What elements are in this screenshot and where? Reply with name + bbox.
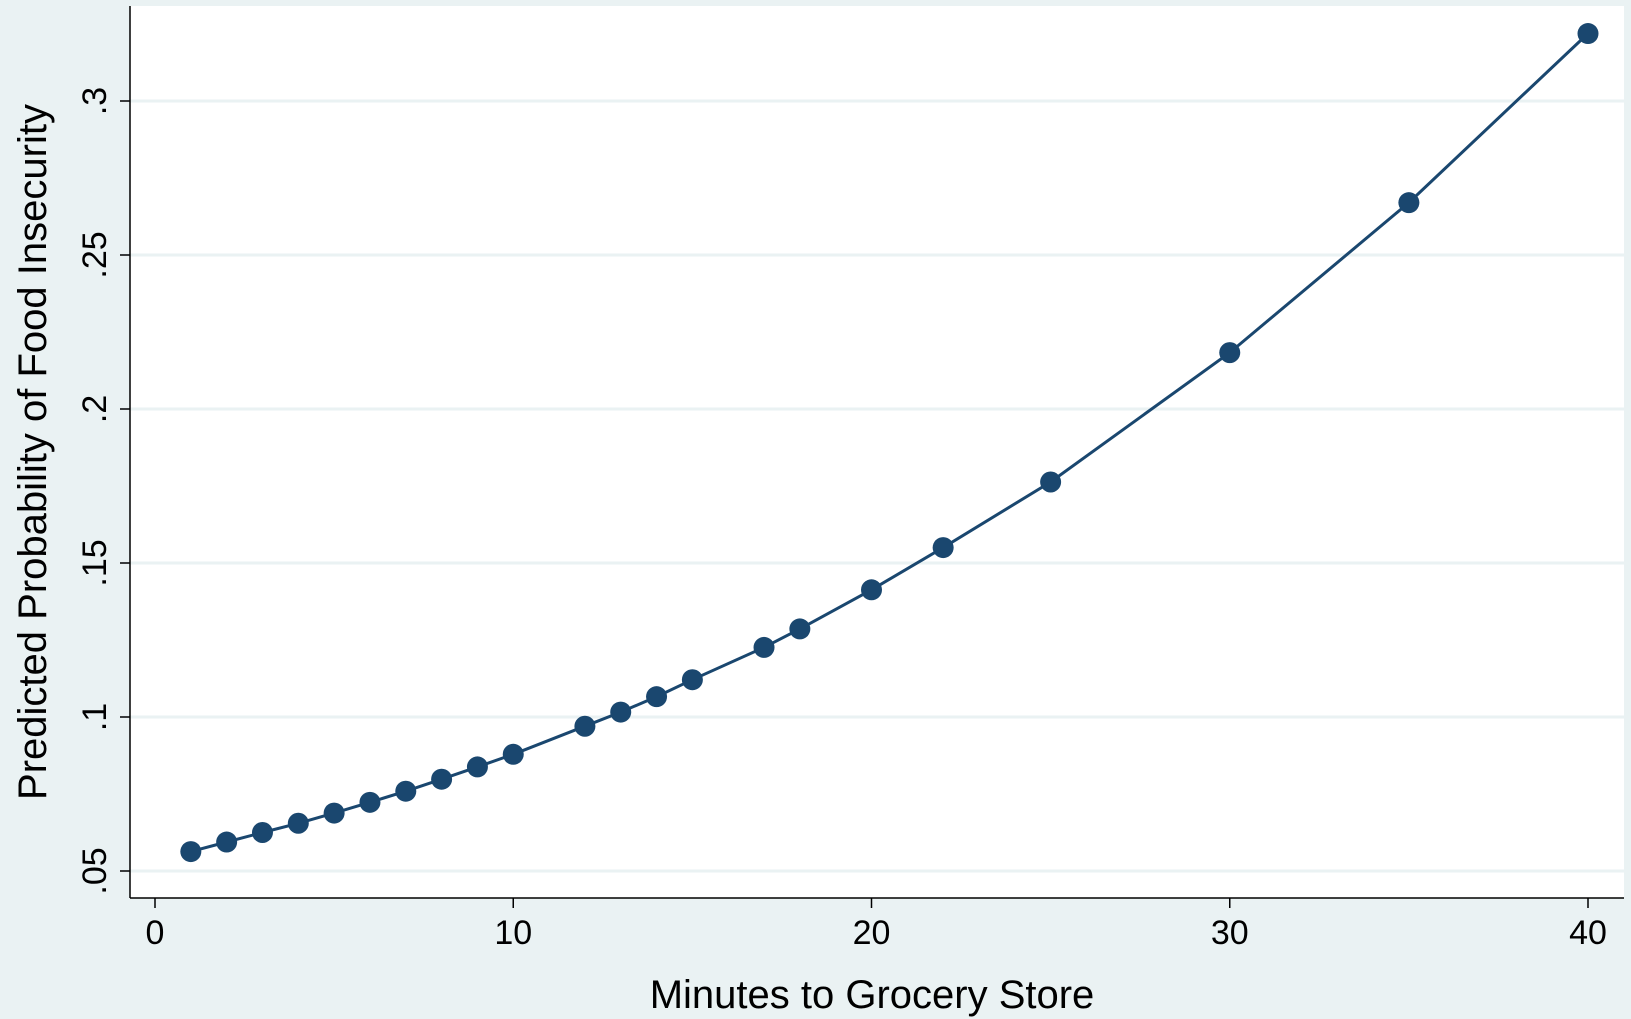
data-point bbox=[287, 812, 309, 834]
y-tick-label: .1 bbox=[76, 703, 114, 731]
series-layer bbox=[180, 23, 1599, 863]
data-point bbox=[861, 579, 882, 601]
data-point bbox=[1577, 23, 1599, 45]
y-ticks: .05 .1 .15 .2 .25 .3 bbox=[76, 87, 130, 895]
y-axis-title: Predicted Probability of Food Insecurity bbox=[11, 104, 55, 800]
x-tick-label: 20 bbox=[853, 914, 891, 952]
data-point bbox=[359, 791, 381, 813]
data-point bbox=[216, 831, 238, 853]
data-point bbox=[502, 743, 524, 765]
data-point bbox=[431, 768, 453, 790]
y-tick-label: .25 bbox=[76, 231, 114, 278]
data-point bbox=[646, 686, 668, 708]
grid-layer bbox=[130, 99, 1624, 873]
data-point bbox=[932, 537, 954, 559]
data-point bbox=[789, 618, 811, 640]
data-point bbox=[681, 669, 703, 691]
data-point bbox=[574, 715, 596, 737]
data-point bbox=[1040, 471, 1062, 493]
x-tick-label: 10 bbox=[494, 914, 532, 952]
data-point bbox=[1219, 342, 1241, 364]
data-point bbox=[395, 780, 417, 802]
y-tick-label: .2 bbox=[76, 395, 114, 423]
series-line bbox=[190, 32, 1590, 854]
data-point bbox=[753, 636, 775, 658]
data-point bbox=[323, 802, 345, 824]
y-tick-label: .05 bbox=[76, 847, 114, 894]
x-tick-label: 0 bbox=[146, 914, 165, 952]
x-axis-title: Minutes to Grocery Store bbox=[650, 973, 1095, 1017]
data-point bbox=[610, 701, 632, 723]
x-ticks: 0 10 20 30 40 bbox=[146, 898, 1607, 952]
y-tick-label: .15 bbox=[76, 539, 114, 586]
x-tick-label: 30 bbox=[1211, 914, 1249, 952]
data-point bbox=[180, 841, 202, 863]
data-point bbox=[466, 756, 488, 778]
y-tick-label: .3 bbox=[76, 87, 114, 115]
x-tick-label: 40 bbox=[1569, 914, 1607, 952]
data-point bbox=[251, 822, 273, 843]
data-point bbox=[1398, 192, 1420, 214]
axes-layer bbox=[129, 6, 1624, 899]
plot-background bbox=[130, 6, 1624, 898]
